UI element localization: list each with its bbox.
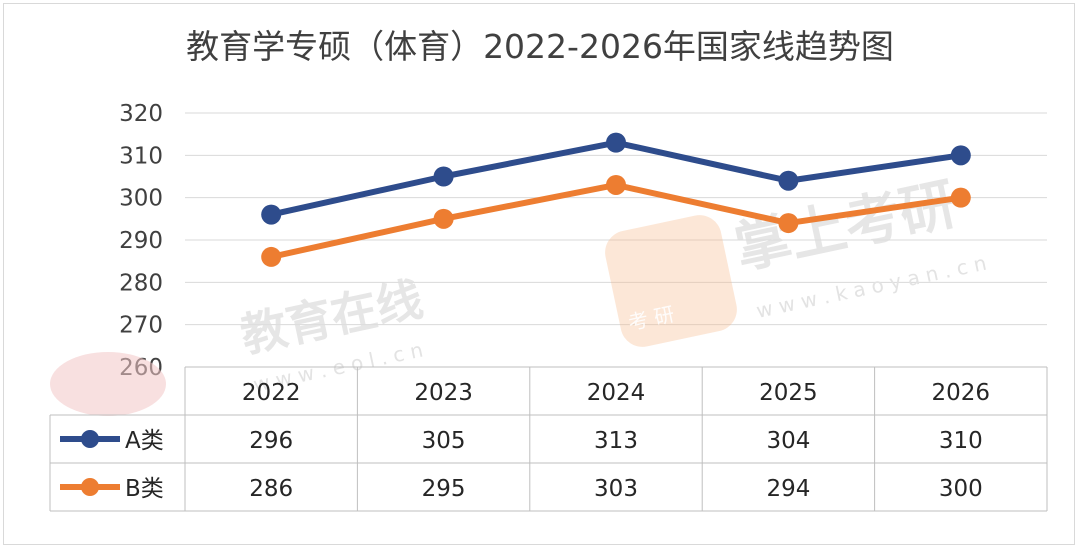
chart-title: 教育学专硕（体育）2022-2026年国家线趋势图	[186, 27, 894, 66]
series-layer	[261, 132, 971, 267]
data-point	[261, 246, 282, 267]
x-category-label: 2022	[242, 380, 301, 406]
data-table: 2022 2023 2024 2025 2026 A类 296 305 313 304 310 B类 2…	[49, 366, 1048, 512]
data-table-value: 296	[249, 428, 293, 454]
data-point	[950, 145, 971, 166]
eol-logo-icon	[50, 352, 166, 416]
x-category-label: 2024	[587, 380, 646, 406]
data-table-value: 294	[766, 476, 810, 502]
data-point	[261, 204, 282, 225]
y-tick-label: 320	[119, 101, 163, 127]
gridlines	[185, 112, 1047, 326]
legend-marker-icon	[81, 478, 99, 496]
x-category-label: 2026	[932, 380, 991, 406]
kaoyan-watermark: 考 研 掌上考研 w w w . k a o y a n . c n	[605, 172, 989, 347]
legend-series-name: B类	[125, 476, 164, 502]
data-table-value: 286	[249, 476, 293, 502]
data-point	[433, 208, 454, 229]
legend-marker-icon	[81, 430, 99, 448]
y-tick-label: 290	[119, 228, 163, 254]
y-tick-label: 270	[119, 313, 163, 339]
x-category-label: 2023	[414, 380, 473, 406]
data-table-value: 300	[939, 476, 983, 502]
data-point	[778, 170, 799, 191]
eol-watermark: 教育在线 w w w . e o l . c n	[50, 272, 427, 416]
legend-series-name: A类	[125, 428, 164, 454]
y-axis-ticks: 320310300290280270260	[119, 101, 163, 381]
data-table-value: 303	[594, 476, 638, 502]
y-tick-label: 310	[119, 143, 163, 169]
y-tick-label: 300	[119, 186, 163, 212]
kaoyan-logo-icon	[605, 215, 737, 347]
chart-frame	[3, 3, 1075, 545]
data-point	[606, 174, 626, 195]
y-tick-label: 280	[119, 270, 163, 296]
data-point	[950, 187, 971, 208]
data-point	[778, 213, 799, 234]
data-point	[606, 132, 626, 153]
data-table-value: 313	[594, 428, 638, 454]
data-table-value: 305	[422, 428, 466, 454]
data-point	[433, 166, 454, 187]
data-table-value: 310	[939, 428, 983, 454]
data-table-value: 295	[422, 476, 466, 502]
x-category-label: 2025	[759, 380, 818, 406]
data-table-value: 304	[766, 428, 810, 454]
